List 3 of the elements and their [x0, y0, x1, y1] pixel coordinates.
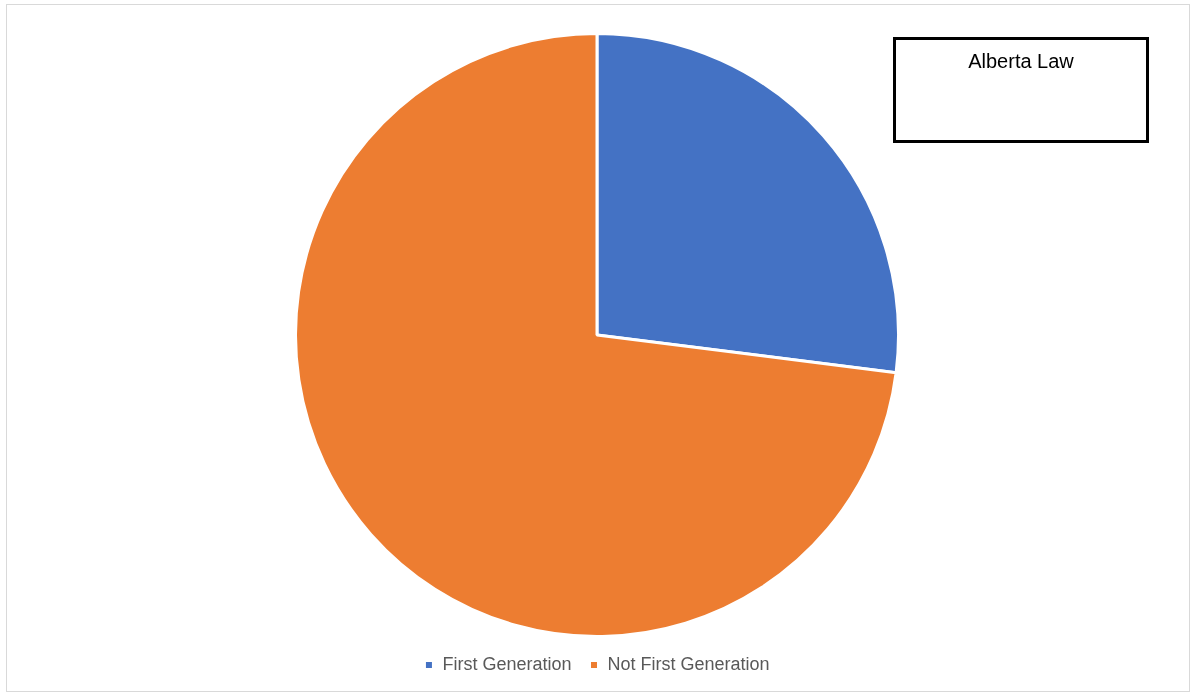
legend-label: First Generation [442, 653, 572, 674]
legend-label: Not First Generation [607, 653, 770, 674]
text: Alberta Law [893, 37, 1149, 143]
